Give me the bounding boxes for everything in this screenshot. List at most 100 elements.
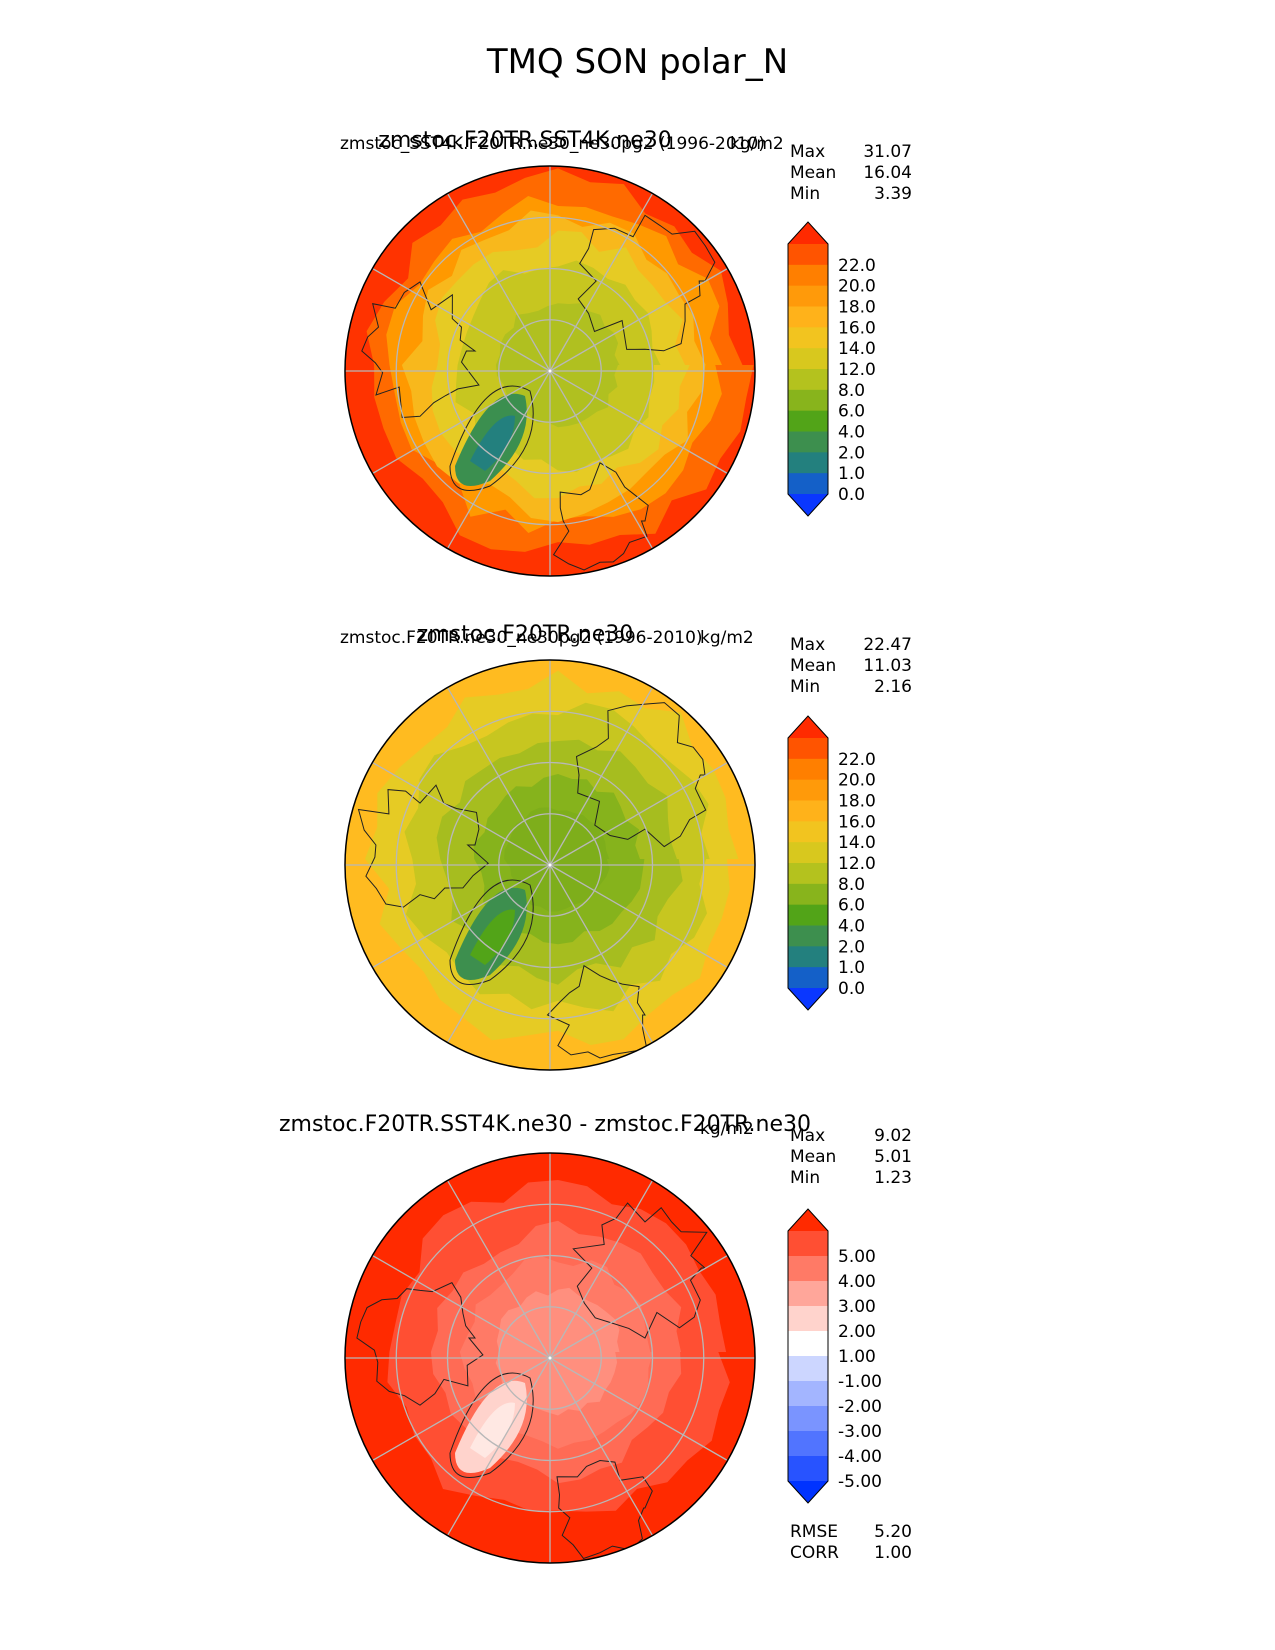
stat-value-rmse: 5.20 (874, 1522, 912, 1542)
panel-3-title: zmstoc.F20TR.SST4K.ne30 - zmstoc.F20TR.n… (278, 1112, 812, 1137)
colorbar-tick-label: 14.0 (838, 339, 876, 359)
colorbar-tick-label: 18.0 (838, 298, 876, 318)
meridian-line (549, 761, 728, 866)
colorbar-outline (787, 221, 829, 517)
colorbar-outline (787, 1208, 829, 1504)
map-boundary (344, 1152, 756, 1564)
colorbar-segment (788, 410, 828, 432)
meridian-line (372, 864, 551, 969)
colorbar-tick-label: 16.0 (838, 318, 876, 338)
colorbar-segment (788, 821, 828, 843)
colorbar-segment (788, 244, 828, 266)
page-title: TMQ SON polar_N (486, 42, 789, 82)
colorbar-segment (788, 369, 828, 391)
colorbar-tick-label: -2.00 (838, 1397, 882, 1417)
meridian-line (372, 1357, 551, 1462)
colorbar-segment (788, 327, 828, 349)
colorbar-3: 5.00 4.00 3.00 2.00 1.00 -1.00 -2.00 -3.00 -4.00… (787, 1208, 882, 1504)
stat-value-min: 2.16 (874, 677, 912, 697)
stat-label-max: Max (790, 635, 826, 655)
meridian-line (549, 687, 654, 866)
colorbar-extend-top (788, 716, 828, 738)
meridian-line (549, 1180, 654, 1359)
coastline-siberia (577, 214, 716, 352)
coastline-greenland (449, 879, 534, 985)
meridian-line (549, 370, 728, 475)
stat-label-min: Min (790, 677, 821, 697)
colorbar-extend-bottom (788, 494, 828, 516)
meridian-line (549, 1254, 728, 1359)
coastline-canada (357, 784, 489, 908)
colorbar-tick-label: 18.0 (838, 792, 876, 812)
colorbar-tick-label: 16.0 (838, 812, 876, 832)
colorbar-segment (788, 1331, 828, 1357)
colorbar-tick-label: -3.00 (838, 1422, 882, 1442)
map-boundary (344, 659, 756, 1071)
colorbar-segment (788, 1231, 828, 1257)
panel-2-stats-labels: Max Mean Min (790, 635, 836, 698)
colorbar-segment (788, 1356, 828, 1382)
field-contours (345, 660, 755, 1070)
graticule (345, 660, 755, 1070)
stat-value-corr: 1.00 (874, 1543, 912, 1563)
meridian-line (549, 864, 728, 969)
colorbar-tick-label: -5.00 (838, 1472, 882, 1492)
stat-value-mean: 11.03 (863, 656, 912, 676)
colorbar-segment (788, 946, 828, 968)
panel-1-subtitle: zmstoc_SST4K.F20TR.ne30_ne30pg2 (1996-20… (340, 134, 765, 154)
meridian-line (549, 267, 728, 372)
colorbar-segment (788, 967, 828, 989)
colorbar-segment (788, 473, 828, 495)
colorbar-tick-label: 8.0 (838, 875, 865, 895)
panel-1-stats-values: 31.07 16.04 3.39 (850, 142, 912, 205)
colorbar-tick-label: 22.0 (838, 256, 876, 276)
stat-label-min: Min (790, 184, 821, 204)
colorbar-segment (788, 1381, 828, 1407)
colorbar-segment (788, 1431, 828, 1457)
coastline-greenland (449, 1372, 534, 1478)
colorbar-tick-label: 4.00 (838, 1272, 876, 1292)
field-contours (345, 166, 755, 576)
colorbar-tick-label: 1.0 (838, 464, 865, 484)
coastline-europe (546, 964, 648, 1059)
colorbar-extend-top (788, 1209, 828, 1231)
colorbar-tick-label: 0.0 (838, 485, 865, 505)
meridian-line (372, 370, 551, 475)
panel-1-units: kg/m2 (730, 134, 784, 154)
colorbar-segment (788, 1456, 828, 1482)
coastlines (356, 1202, 708, 1560)
meridian-line (549, 1357, 654, 1536)
colorbar-tick-label: 6.0 (838, 896, 865, 916)
contour-band (495, 303, 620, 428)
colorbar-segment (788, 779, 828, 801)
colorbar-1: 22.020.018.016.014.012.08.06.04.02.01.00… (787, 221, 876, 517)
colorbar-tick-label: 1.00 (838, 1347, 876, 1367)
polar-map-panel-3 (344, 1152, 756, 1564)
stat-label-mean: Mean (790, 1147, 837, 1167)
colorbar-tick-label: 20.0 (838, 771, 876, 791)
colorbar-segment (788, 738, 828, 760)
colorbar-tick-label: 14.0 (838, 833, 876, 853)
colorbar-segment (788, 863, 828, 885)
panel-2-stats-values: 22.47 11.03 2.16 (850, 635, 912, 698)
stat-value-max: 31.07 (863, 142, 912, 162)
coastline-europe (552, 462, 649, 571)
panel-3-stats-values: 9.02 5.01 1.23 (850, 1126, 912, 1189)
colorbar-segment (788, 883, 828, 906)
stat-value-max: 22.47 (863, 635, 912, 655)
pole-marker (548, 863, 552, 867)
field-contours (345, 1153, 755, 1563)
colorbar-segment (788, 431, 828, 453)
colorbar-tick-label: 4.0 (838, 423, 865, 443)
colorbar-tick-label: 3.00 (838, 1297, 876, 1317)
coastline-canada (356, 1282, 484, 1406)
panel-1-title: zmstoc.F20TR.SST4K.ne30 (378, 128, 672, 153)
colorbar-tick-label: 8.0 (838, 381, 865, 401)
stat-label-mean: Mean (790, 656, 837, 676)
colorbar-segment (788, 452, 828, 474)
stat-label-corr: CORR (790, 1543, 839, 1563)
meridian-line (446, 370, 551, 549)
meridian-line (446, 193, 551, 372)
colorbar-tick-label: 22.0 (838, 750, 876, 770)
